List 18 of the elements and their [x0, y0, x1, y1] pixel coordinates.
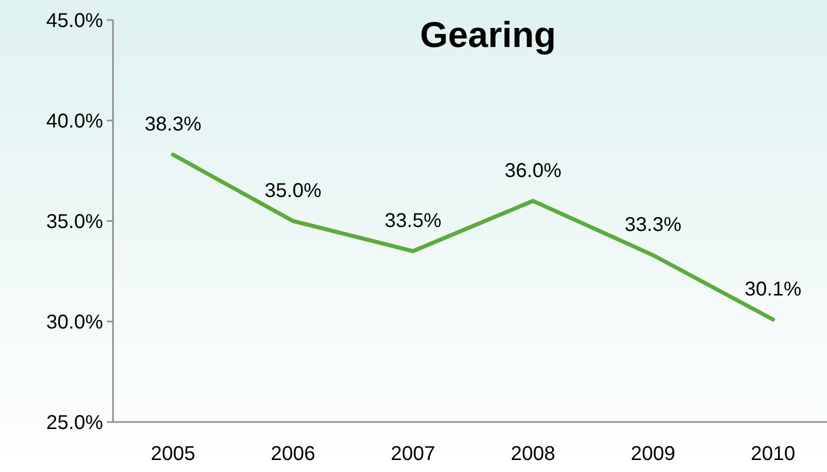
data-label: 36.0%	[504, 160, 562, 182]
x-tick-label: 2008	[510, 443, 556, 465]
data-label: 38.3%	[144, 114, 202, 136]
data-label: 30.1%	[744, 278, 802, 300]
x-tick-label: 2007	[390, 443, 436, 465]
y-tick-label: 35.0%	[46, 211, 104, 233]
x-tick-label: 2006	[270, 443, 316, 465]
x-tick-label: 2010	[750, 443, 796, 465]
data-label: 35.0%	[264, 180, 322, 202]
x-tick-label: 2009	[630, 443, 676, 465]
y-tick-label: 45.0%	[46, 10, 104, 32]
y-tick-label: 30.0%	[46, 312, 104, 334]
y-tick-label: 40.0%	[46, 110, 104, 132]
y-tick-label: 25.0%	[46, 412, 104, 434]
x-tick-label: 2005	[150, 443, 196, 465]
chart-title: Gearing	[420, 14, 556, 55]
data-label: 33.5%	[384, 210, 442, 232]
data-label: 33.3%	[624, 214, 682, 236]
